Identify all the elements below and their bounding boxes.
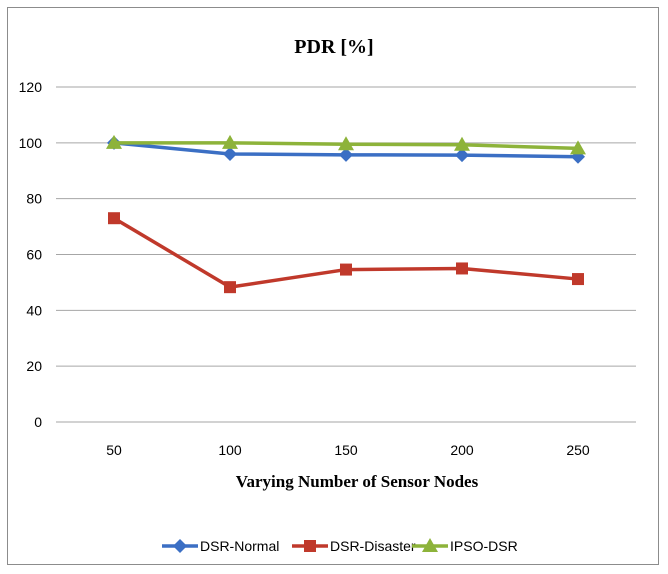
series-ipso-dsr bbox=[106, 134, 586, 155]
y-axis-ticks: 0 20 40 60 80 100 120 bbox=[19, 79, 43, 430]
data-point bbox=[456, 262, 468, 275]
legend-item: DSR-Disaster bbox=[292, 538, 416, 554]
x-axis-ticks: 50 100 150 200 250 bbox=[106, 442, 590, 458]
data-point bbox=[570, 140, 586, 155]
legend-marker bbox=[173, 539, 187, 553]
series-dsr-disaster bbox=[108, 212, 584, 294]
legend-item: IPSO-DSR bbox=[412, 538, 518, 554]
data-point bbox=[339, 147, 353, 162]
data-point bbox=[338, 136, 354, 151]
y-tick-label: 80 bbox=[26, 191, 42, 207]
x-tick-label: 250 bbox=[566, 442, 590, 458]
x-tick-label: 100 bbox=[218, 442, 242, 458]
data-point bbox=[572, 273, 584, 286]
data-point bbox=[223, 147, 237, 161]
series-line bbox=[113, 216, 579, 289]
y-tick-label: 100 bbox=[19, 135, 43, 151]
chart-frame bbox=[7, 7, 659, 565]
legend-label: IPSO-DSR bbox=[450, 538, 518, 554]
data-point bbox=[224, 281, 236, 294]
data-point bbox=[106, 134, 122, 149]
legend-marker bbox=[422, 538, 438, 552]
data-point bbox=[340, 263, 352, 276]
legend: DSR-Normal DSR-Disaster IPSO-DSR bbox=[162, 538, 518, 554]
legend-label: DSR-Disaster bbox=[330, 538, 416, 554]
y-tick-label: 20 bbox=[26, 358, 42, 374]
x-tick-label: 200 bbox=[450, 442, 474, 458]
data-point bbox=[222, 134, 238, 149]
y-tick-label: 0 bbox=[34, 414, 42, 430]
legend-label: DSR-Normal bbox=[200, 538, 279, 554]
legend-marker bbox=[304, 540, 316, 552]
data-point bbox=[454, 136, 470, 151]
data-point bbox=[108, 212, 120, 225]
y-tick-label: 40 bbox=[26, 302, 42, 318]
x-axis-label: Varying Number of Sensor Nodes bbox=[236, 472, 479, 491]
y-tick-label: 120 bbox=[19, 79, 43, 95]
y-tick-label: 60 bbox=[26, 247, 42, 263]
x-tick-label: 150 bbox=[334, 442, 358, 458]
legend-item: DSR-Normal bbox=[162, 538, 279, 554]
series bbox=[106, 134, 586, 294]
data-point bbox=[455, 148, 469, 163]
x-tick-label: 50 bbox=[106, 442, 122, 458]
chart-title: PDR [%] bbox=[294, 36, 373, 58]
